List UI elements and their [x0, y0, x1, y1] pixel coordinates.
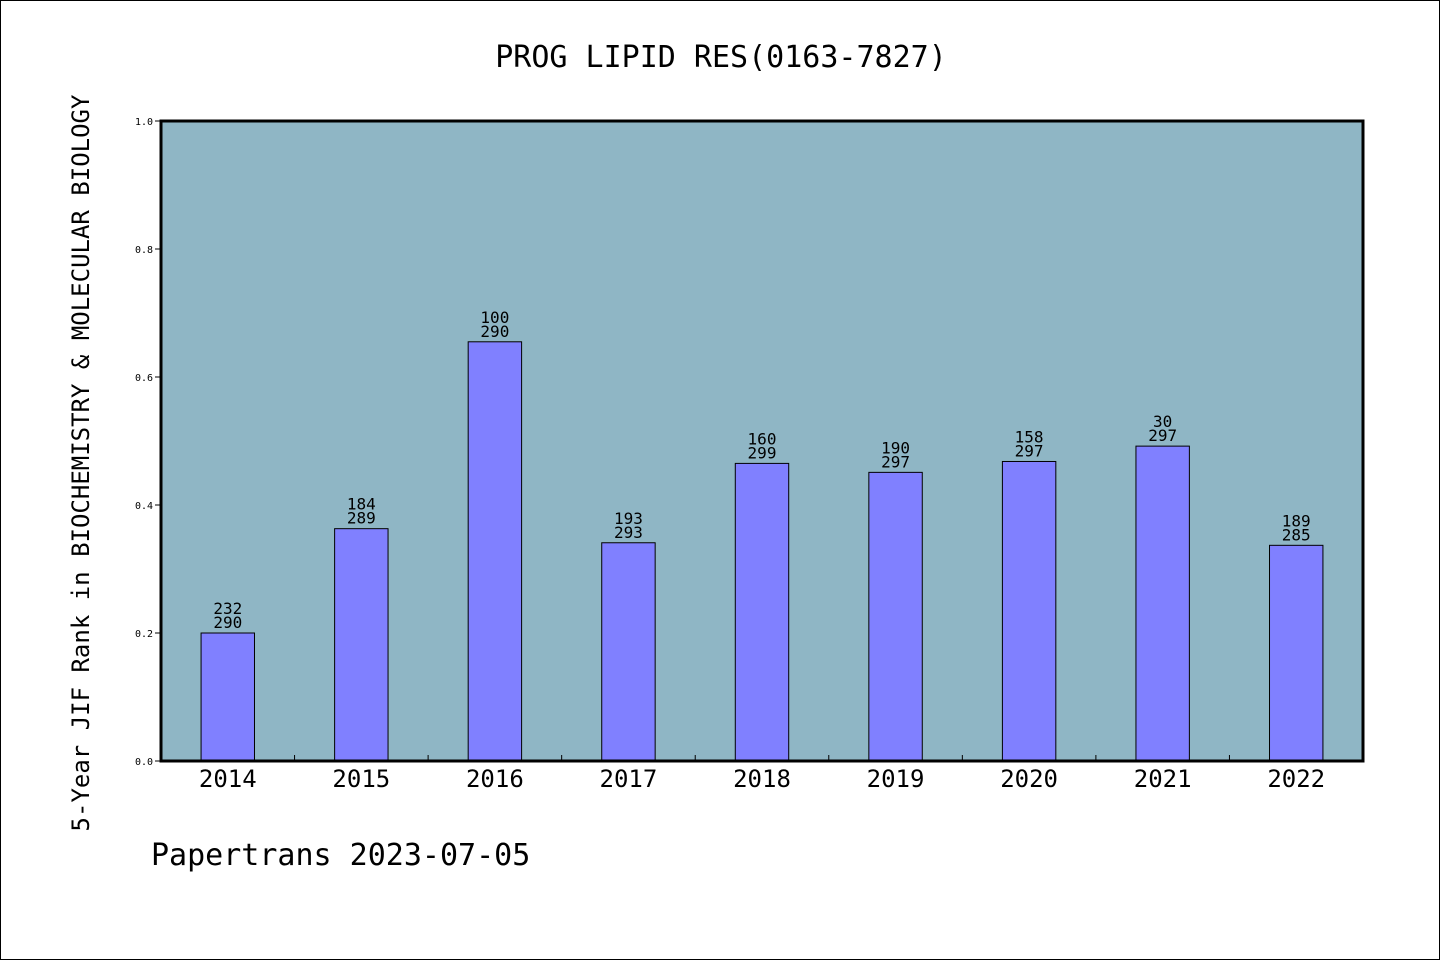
- y-tick-label: 0.6: [135, 373, 153, 384]
- bar-label-total: 297: [1015, 441, 1044, 460]
- bar: [868, 471, 923, 762]
- bar-label-rank: 190: [881, 438, 910, 457]
- bar: [200, 632, 255, 762]
- x-tick-label: 2021: [1134, 765, 1192, 793]
- bar: [334, 528, 389, 762]
- x-tick-label: 2018: [733, 765, 791, 793]
- x-tick-label: 2019: [867, 765, 925, 793]
- bar-label-total: 289: [347, 509, 376, 528]
- bar-label-total: 297: [881, 452, 910, 471]
- bar-label-total: 299: [748, 443, 777, 462]
- x-axis: 2014 2015 2016 2017 2018 2019 2020 2021 2022: [199, 755, 1325, 793]
- bar-label-rank: 184: [347, 495, 376, 514]
- y-axis: 0.0 0.2 0.4 0.6 0.8 1.0: [135, 117, 161, 768]
- plot-frame: [159, 119, 1365, 763]
- bar-label-rank: 30: [1153, 412, 1172, 431]
- x-tick-label: 2016: [466, 765, 524, 793]
- y-tick-label: 0.2: [135, 629, 153, 640]
- chart-title: PROG LIPID RES(0163-7827): [495, 40, 947, 75]
- bar: [1001, 460, 1057, 762]
- bar-label-rank: 189: [1282, 511, 1311, 530]
- bar: [467, 341, 523, 762]
- bar-label-total: 290: [480, 322, 509, 341]
- y-axis-label: 5-Year JIF Rank in BIOCHEMISTRY & MOLECU…: [67, 94, 95, 831]
- x-tick-label: 2022: [1267, 765, 1325, 793]
- bar-label-rank: 160: [748, 429, 777, 448]
- bar: [1269, 544, 1324, 762]
- bar: [601, 542, 656, 762]
- y-tick-label: 0.0: [135, 757, 153, 768]
- bar-label-rank: 193: [614, 509, 643, 528]
- y-tick-label: 0.8: [135, 245, 153, 256]
- bar: [734, 462, 790, 762]
- bar-label-total: 285: [1282, 525, 1311, 544]
- bar-label-rank: 158: [1015, 427, 1044, 446]
- bar-label-rank: 232: [213, 599, 242, 618]
- y-tick-label: 1.0: [135, 117, 153, 128]
- x-tick-label: 2015: [332, 765, 390, 793]
- y-tick-label: 0.4: [135, 501, 153, 512]
- bar-label-total: 297: [1148, 426, 1177, 445]
- bar-label-rank: 100: [480, 308, 509, 327]
- bar: [1135, 445, 1190, 762]
- footer-note: Papertrans 2023-07-05: [151, 838, 530, 873]
- x-tick-label: 2020: [1000, 765, 1058, 793]
- bar-label-total: 290: [213, 613, 242, 632]
- bar-label-total: 293: [614, 523, 643, 542]
- x-tick-label: 2017: [600, 765, 658, 793]
- x-tick-label: 2014: [199, 765, 257, 793]
